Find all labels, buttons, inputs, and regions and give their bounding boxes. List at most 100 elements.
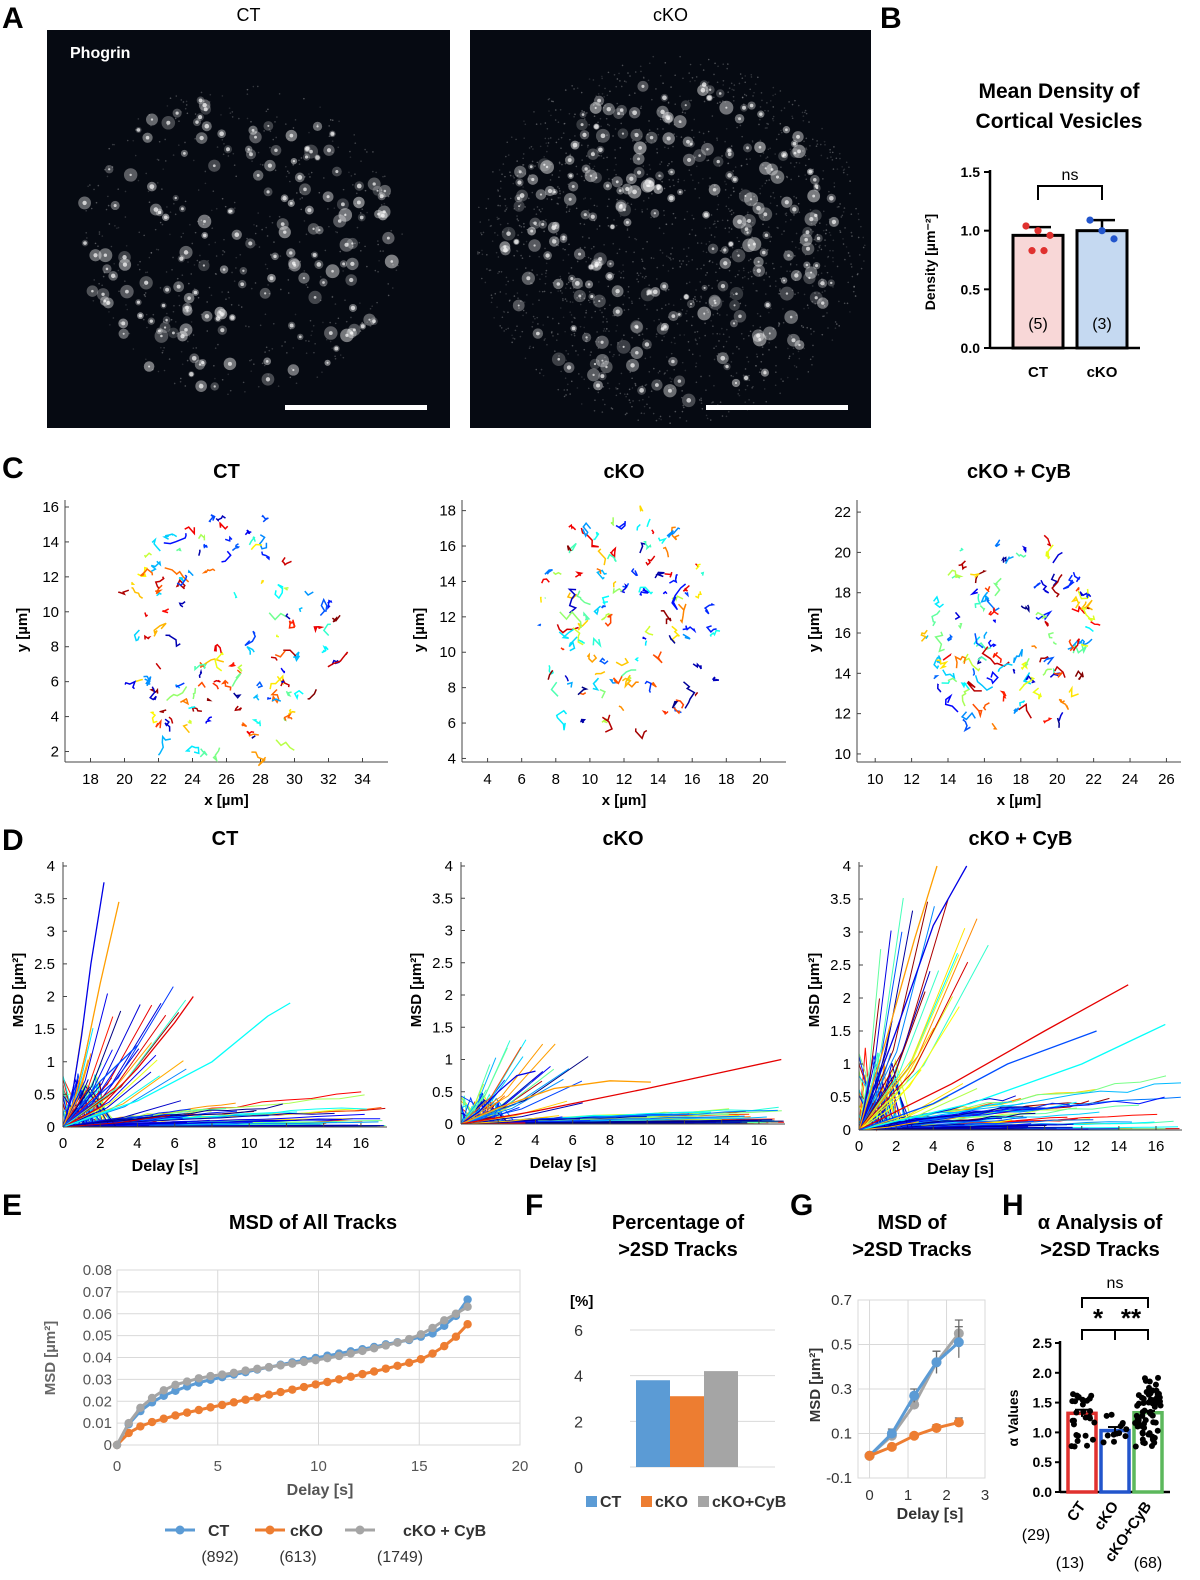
noise-speck <box>354 173 356 175</box>
noise-speck <box>630 203 633 206</box>
noise-speck <box>485 207 488 210</box>
vesicle-core <box>632 189 637 195</box>
noise-speck <box>709 177 711 179</box>
noise-speck <box>845 246 848 248</box>
vesicle-core <box>545 165 549 169</box>
noise-speck <box>310 171 313 174</box>
noise-speck <box>538 299 540 301</box>
noise-speck <box>627 290 629 293</box>
micrograph-background <box>47 30 450 428</box>
y-axis-label: [%] <box>570 1293 593 1310</box>
vesicle-core <box>248 241 253 246</box>
noise-speck <box>246 88 249 91</box>
noise-speck <box>589 104 592 106</box>
vesicle-track <box>974 593 982 609</box>
noise-speck <box>257 212 259 214</box>
noise-speck <box>672 267 674 270</box>
vesicle-track <box>205 716 212 724</box>
x-tick-label: 14 <box>713 1132 730 1149</box>
vesicle-track <box>1079 591 1092 598</box>
vesicle-track <box>118 589 130 596</box>
x-tick-label: 14 <box>940 771 957 788</box>
noise-speck <box>762 203 764 205</box>
noise-speck <box>686 210 689 213</box>
noise-speck <box>764 182 767 185</box>
vesicle-core <box>265 377 271 382</box>
noise-speck <box>352 246 354 249</box>
noise-speck <box>700 397 702 400</box>
noise-speck <box>646 308 648 311</box>
noise-speck <box>331 347 334 349</box>
noise-speck <box>322 321 324 324</box>
noise-speck <box>560 136 563 139</box>
noise-speck <box>795 314 798 316</box>
noise-speck <box>707 81 710 83</box>
noise-speck <box>822 229 825 232</box>
vesicle-track <box>1044 620 1049 627</box>
vesicle-core <box>171 331 175 335</box>
vesicle-track <box>1013 707 1020 715</box>
noise-speck <box>808 121 810 123</box>
noise-speck <box>511 341 513 344</box>
vesicle-core <box>352 328 356 332</box>
vesicle-core <box>797 149 801 154</box>
msd-track <box>858 1081 1002 1131</box>
vesicle-track <box>271 698 282 702</box>
chart-title: α Analysis of <box>1038 1212 1163 1234</box>
vesicle-track <box>313 626 325 634</box>
noise-speck <box>524 206 526 208</box>
noise-speck <box>290 367 293 370</box>
vesicle-core <box>609 262 612 265</box>
data-point <box>1086 216 1094 224</box>
noise-speck <box>733 190 735 193</box>
noise-speck <box>780 166 782 168</box>
vesicle-core <box>304 155 309 159</box>
noise-speck <box>523 120 525 122</box>
data-point <box>1116 1430 1123 1437</box>
noise-speck <box>590 247 593 250</box>
x-tick-label: 12 <box>1073 1138 1090 1155</box>
vesicle-track <box>643 540 652 551</box>
noise-speck <box>506 207 508 209</box>
noise-speck <box>342 356 345 359</box>
vesicle-core <box>809 216 814 222</box>
noise-speck <box>562 248 564 250</box>
noise-speck <box>523 243 525 246</box>
noise-speck <box>560 147 562 149</box>
vesicle-track <box>268 612 288 621</box>
vesicle-track <box>601 595 610 605</box>
noise-speck <box>830 156 832 158</box>
legend-label: cKO+CyB <box>712 1494 786 1511</box>
y-tick-label: 0.08 <box>83 1262 112 1279</box>
noise-speck <box>155 248 158 251</box>
vesicle-track <box>176 547 182 552</box>
vesicle-track <box>703 603 716 615</box>
noise-speck <box>387 283 390 285</box>
data-point <box>1082 1432 1089 1439</box>
noise-speck <box>690 99 692 102</box>
noise-speck <box>618 346 621 348</box>
y-tick-label: 0.06 <box>83 1306 112 1323</box>
noise-speck <box>316 123 319 126</box>
y-tick-label: 6 <box>574 1323 583 1340</box>
noise-speck <box>568 112 571 115</box>
noise-speck <box>494 292 497 295</box>
noise-speck <box>656 309 658 311</box>
vesicle-core <box>584 167 588 171</box>
vesicle-track <box>1052 551 1063 564</box>
noise-speck <box>673 133 675 135</box>
noise-speck <box>372 151 374 153</box>
significance-bracket <box>1114 1329 1149 1340</box>
vesicle-core <box>727 148 732 153</box>
noise-speck <box>354 242 356 245</box>
noise-speck <box>647 79 650 82</box>
y-tick-label: 14 <box>42 534 59 551</box>
bar-0 <box>636 1380 670 1467</box>
x-tick-label: 30 <box>286 771 303 788</box>
noise-speck <box>691 324 693 327</box>
noise-speck <box>746 356 748 359</box>
noise-speck <box>672 257 675 260</box>
noise-speck <box>314 342 316 345</box>
vesicle-core <box>153 207 159 212</box>
noise-speck <box>680 263 683 265</box>
